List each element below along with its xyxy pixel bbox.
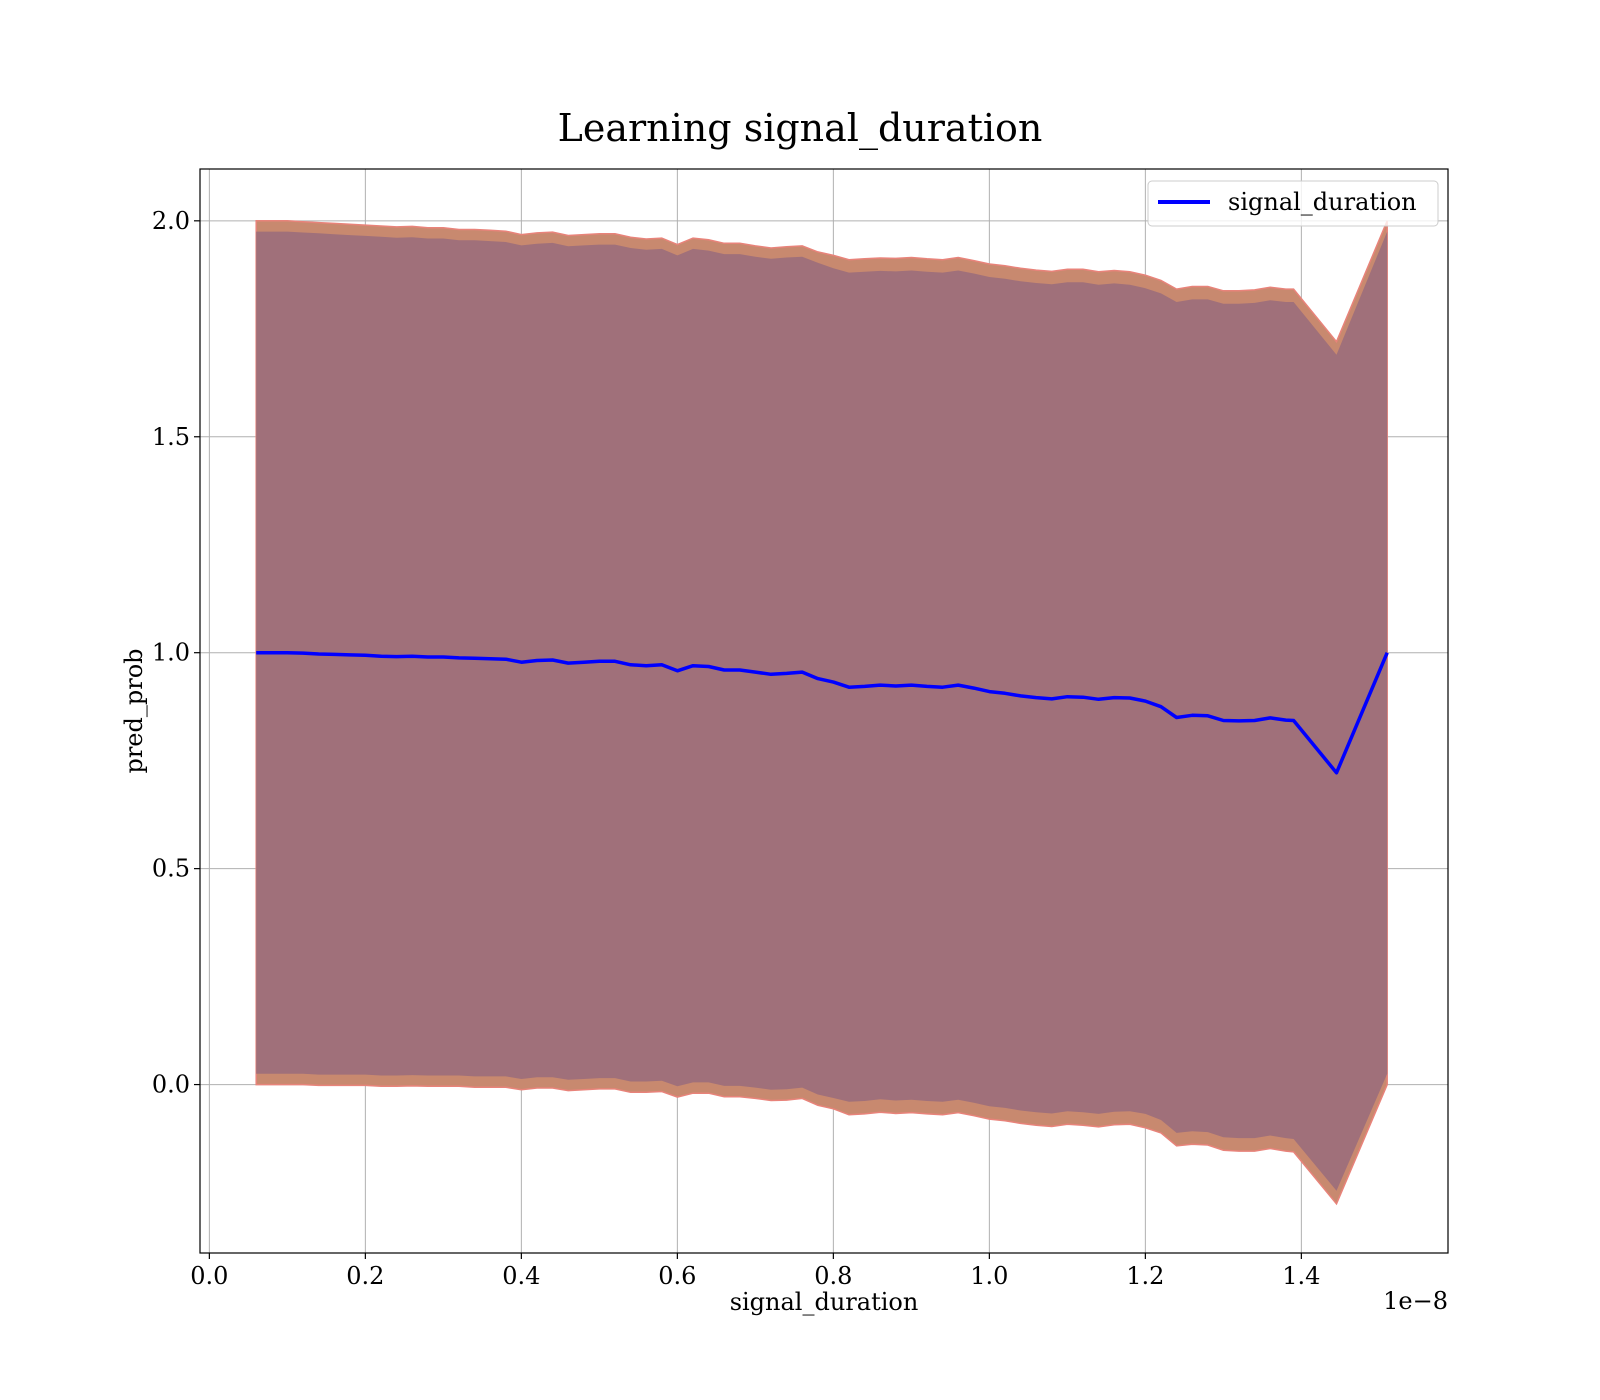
- y-axis-label: pred_prob: [120, 648, 148, 773]
- y-tick-label: 1.0: [152, 639, 190, 667]
- x-axis: 0.0 0.2 0.4 0.6 0.8 1.0 1.2 1.4: [190, 1253, 1320, 1290]
- y-tick-label: 0.5: [152, 855, 190, 883]
- plot-frame: [199, 168, 1449, 1254]
- confidence-bands: [255, 220, 1388, 1206]
- inner-band: [256, 231, 1388, 1191]
- x-tick-label: 0.0: [190, 1262, 228, 1290]
- y-axis: 0.0 0.5 1.0 1.5 2.0: [152, 207, 200, 1099]
- y-tick-label: 1.5: [152, 423, 190, 451]
- y-tick-label: 2.0: [152, 207, 190, 235]
- series-lines: [256, 650, 1389, 775]
- x-tick-label: 0.6: [658, 1262, 696, 1290]
- legend: signal_duration: [1147, 180, 1439, 227]
- x-tick-label: 0.2: [346, 1262, 384, 1290]
- legend-box: [1147, 180, 1439, 227]
- legend-entry-signal-duration: signal_duration: [1228, 188, 1417, 216]
- x-tick-label: 1.2: [1126, 1262, 1164, 1290]
- x-tick-label: 1.4: [1282, 1262, 1320, 1290]
- y-tick-label: 0.0: [152, 1071, 190, 1099]
- series-line-signal-duration: [256, 650, 1389, 775]
- x-axis-label: signal_duration: [730, 1288, 919, 1316]
- x-offset-label: 1e−8: [1383, 1287, 1448, 1315]
- x-tick-label: 1.0: [970, 1262, 1008, 1290]
- x-tick-label: 0.8: [814, 1262, 852, 1290]
- chart-title: Learning signal_duration: [558, 106, 1043, 151]
- x-tick-label: 0.4: [502, 1262, 540, 1290]
